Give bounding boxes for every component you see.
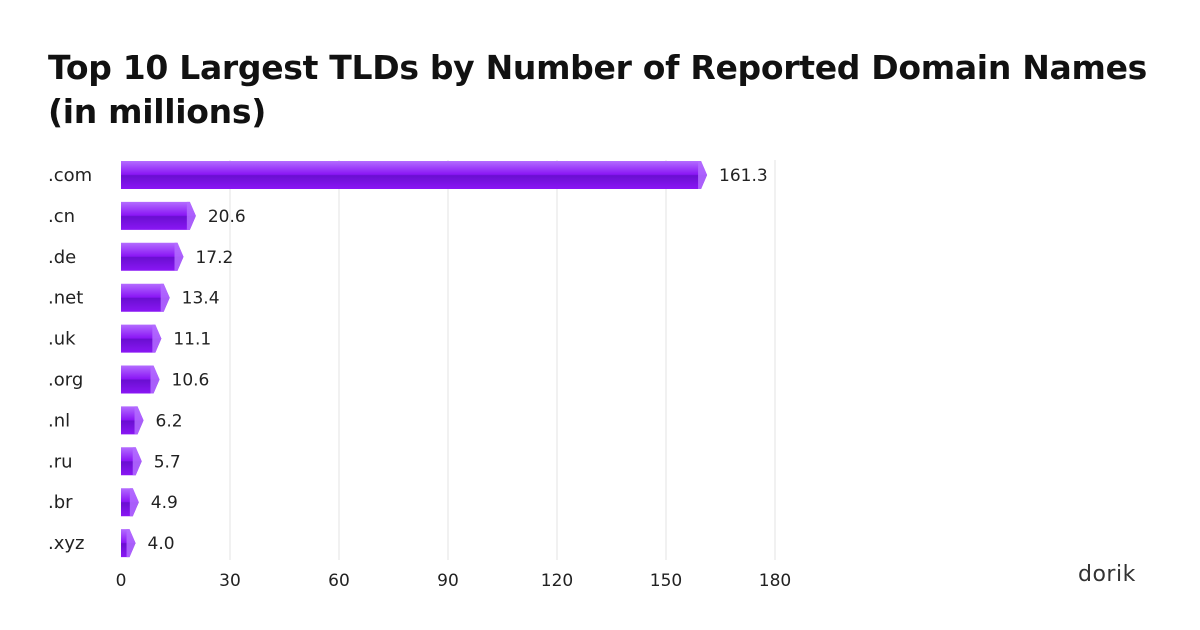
value-label: 5.7 [154,452,181,472]
value-label: 161.3 [719,166,768,186]
category-label: .br [48,492,73,513]
value-label: 4.0 [148,534,175,554]
category-label: .xyz [48,533,84,554]
bar-de [121,242,184,271]
bar-cap-ru [132,447,142,476]
bar-org [121,365,160,394]
x-tick-label: 60 [328,571,350,591]
x-tick-label: 150 [650,571,682,591]
value-label: 11.1 [173,330,211,350]
x-tick-label: 90 [437,571,459,591]
bar-cap-nl [134,406,144,435]
category-label: .net [48,288,83,309]
x-tick-label: 120 [541,571,573,591]
bar-cap-cn [186,201,196,230]
bar-cap-br [129,488,139,517]
bar-com [121,161,708,189]
chart-title: Top 10 Largest TLDs by Number of Reporte… [48,48,1148,131]
bar-net [121,283,170,312]
value-label: 10.6 [172,371,210,391]
bars [121,161,708,558]
value-label: 20.6 [208,207,246,227]
bar-uk [121,324,162,353]
bar-cn [121,201,196,230]
x-tick-label: 180 [759,571,791,591]
bar-cap-uk [152,324,162,353]
category-label: .de [48,247,76,268]
category-label: .ru [48,451,73,472]
category-label: .org [48,370,83,391]
bar-cap-de [174,242,184,271]
x-tick-label: 30 [219,571,241,591]
x-tick-label: 0 [116,571,127,591]
gridlines [229,160,776,560]
category-label: .cn [48,206,75,227]
bar-cap-com [698,161,708,189]
bar-cap-xyz [126,529,136,558]
category-label: .uk [48,329,76,350]
value-label: 4.9 [151,493,178,513]
category-label: .com [48,165,92,186]
category-label: .nl [48,410,70,431]
dorik-logo: dorik [1078,562,1136,587]
x-axis-ticks: 0 30 60 90 120 150 180 [116,571,792,591]
bar-cap-org [150,365,160,394]
value-label: 13.4 [182,289,220,309]
labels: .com 161.3 .cn 20.6 .de 17.2 .net 13.4 .uk 11.1 .o… [48,165,768,554]
value-label: 6.2 [156,411,183,431]
bar-cap-net [160,283,170,312]
value-label: 17.2 [195,248,233,268]
